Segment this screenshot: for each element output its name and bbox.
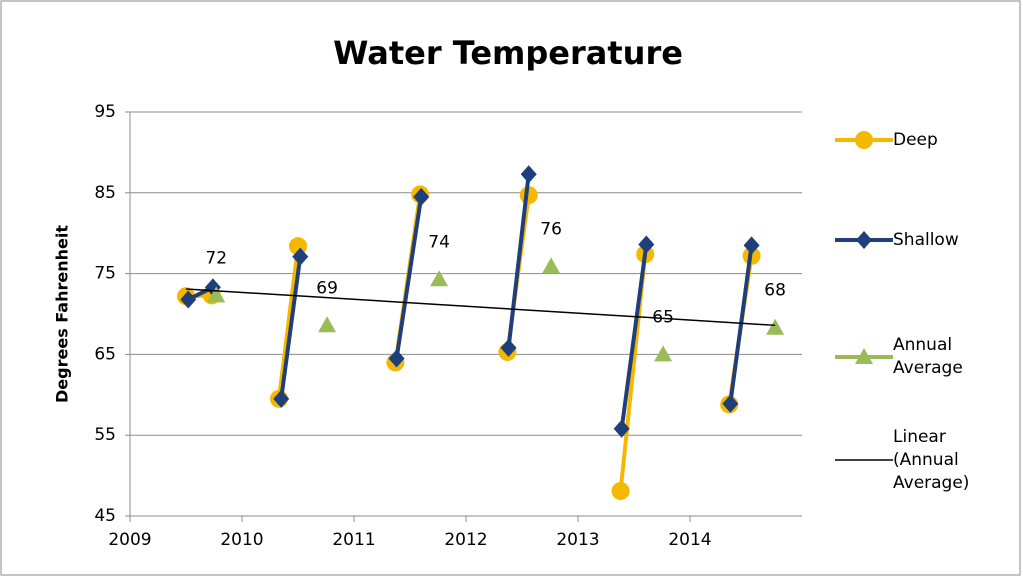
x-tick-label: 2012 (444, 530, 487, 550)
x-tick-label: 2013 (556, 530, 599, 550)
legend-label: Deep (893, 129, 938, 150)
data-label: 72 (205, 248, 227, 268)
data-point (638, 235, 655, 254)
y-tick-label: 65 (94, 344, 116, 364)
series-line (187, 173, 754, 430)
legend-label: Linear (Annual Average) (893, 426, 970, 493)
data-point (413, 187, 430, 206)
x-tick-label: 2009 (108, 530, 151, 550)
data-point (180, 290, 197, 309)
y-axis-title: Degrees Fahrenheit (53, 225, 72, 403)
data-point (722, 394, 739, 413)
data-point (654, 345, 673, 362)
data-point (388, 349, 405, 368)
data-point (318, 316, 337, 333)
data-point (207, 286, 226, 303)
x-tick-label: 2010 (220, 530, 263, 550)
y-tick-label: 75 (94, 264, 116, 284)
chart-title: Water Temperature (333, 34, 683, 72)
data-point (273, 389, 290, 408)
y-tick-label: 95 (94, 102, 116, 122)
legend-marker (855, 348, 873, 364)
data-point (743, 236, 760, 255)
data-label: 69 (316, 278, 338, 298)
data-point (611, 481, 630, 500)
y-tick-label: 85 (94, 183, 116, 203)
legend-label: Annual Average (893, 335, 963, 378)
legend-label: Shallow (893, 229, 959, 250)
data-point (500, 338, 517, 357)
data-point (613, 419, 630, 438)
legend-marker (856, 231, 872, 249)
data-point (292, 247, 309, 266)
data-label: 68 (764, 281, 786, 301)
y-tick-label: 45 (94, 506, 116, 526)
data-point (520, 165, 537, 184)
y-tick-label: 55 (94, 425, 116, 445)
data-point (542, 257, 561, 274)
data-label: 74 (428, 232, 450, 252)
data-point (766, 318, 785, 335)
data-label: 76 (540, 219, 562, 239)
series-line (185, 288, 776, 327)
legend-marker (855, 131, 873, 149)
x-tick-label: 2014 (668, 530, 711, 550)
data-label: 65 (652, 307, 674, 327)
data-point (430, 270, 449, 287)
x-tick-label: 2011 (332, 530, 375, 550)
